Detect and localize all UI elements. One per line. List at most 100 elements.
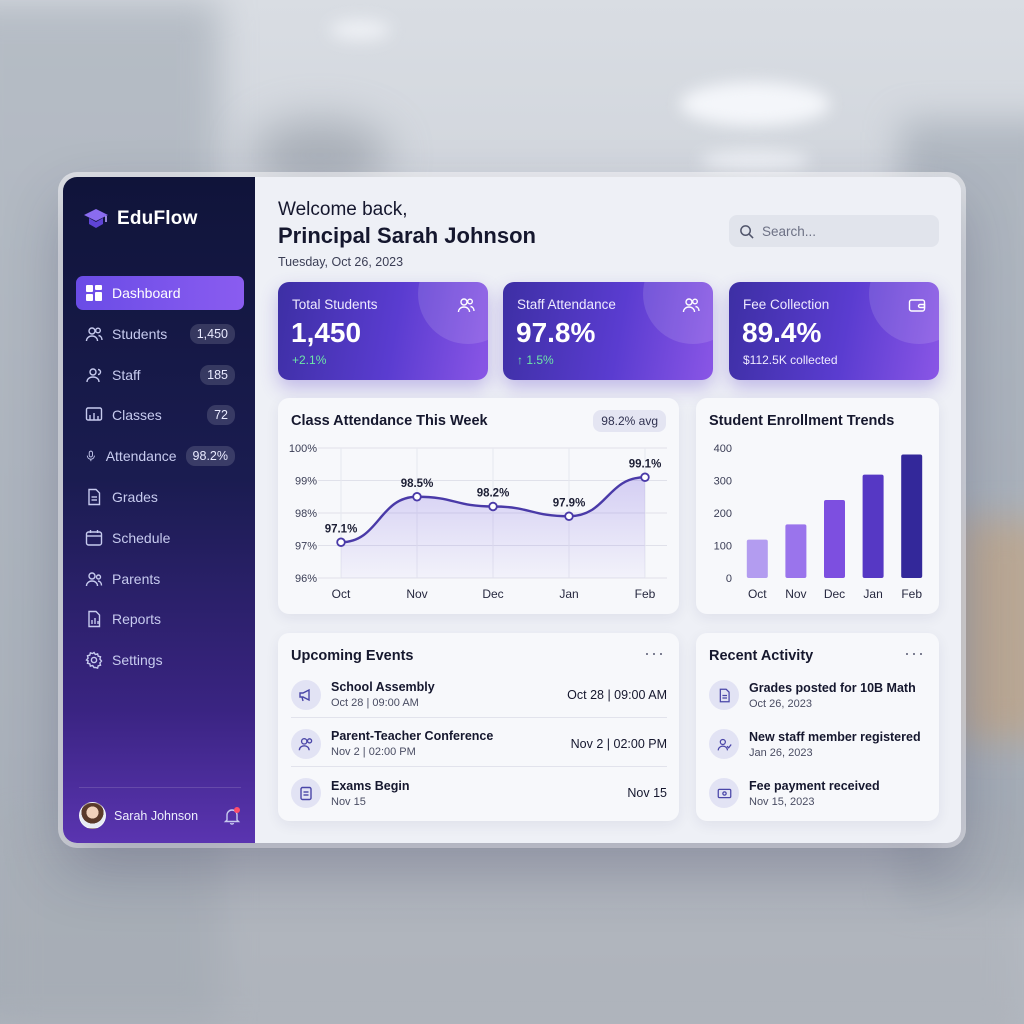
user-profile[interactable]: Sarah Johnson xyxy=(79,787,241,829)
y-tick-label: 400 xyxy=(714,443,732,455)
brand-name: EduFlow xyxy=(117,208,198,230)
sidebar-item-label: Attendance xyxy=(106,448,177,464)
enrollment-bar-chart: 0100200300400OctNovDecJanFeb xyxy=(696,398,939,614)
search-bar[interactable] xyxy=(729,215,939,247)
sidebar-item-classes[interactable]: Classes 72 xyxy=(76,398,244,432)
sidebar-item-label: Staff xyxy=(112,367,191,383)
y-tick-label: 200 xyxy=(714,508,732,520)
event-item[interactable]: Parent-Teacher Conference Nov 2 | 02:00 … xyxy=(291,721,667,767)
bar xyxy=(785,524,806,578)
gear-icon xyxy=(85,651,103,669)
megaphone-icon xyxy=(291,680,321,710)
activity-date: Jan 26, 2023 xyxy=(749,747,929,759)
activity-item[interactable]: Fee payment received Nov 15, 2023 xyxy=(709,770,929,816)
notification-dot xyxy=(234,807,240,813)
sidebar-badge: 185 xyxy=(200,365,235,385)
stat-title: Staff Attendance xyxy=(517,297,616,312)
wallet-icon xyxy=(908,296,926,314)
search-input[interactable] xyxy=(762,224,922,239)
stat-card-total-students[interactable]: Total Students 1,450 +2.1% xyxy=(278,282,488,380)
calendar-icon xyxy=(85,529,103,547)
card-title: Recent Activity xyxy=(709,648,813,664)
event-datetime: Oct 28 | 09:00 AM xyxy=(567,688,667,702)
y-tick-label: 96% xyxy=(295,573,317,585)
sidebar-badge: 1,450 xyxy=(190,324,235,344)
brand[interactable]: EduFlow xyxy=(83,207,198,231)
sidebar-item-schedule[interactable]: Schedule xyxy=(76,521,244,555)
event-subtitle: Nov 2 | 02:00 PM xyxy=(331,746,561,758)
activity-item[interactable]: Grades posted for 10B Math Oct 26, 2023 xyxy=(709,672,929,718)
event-datetime: Nov 15 xyxy=(627,786,667,800)
activity-date: Oct 26, 2023 xyxy=(749,698,929,710)
main-content: Welcome back, Principal Sarah Johnson Tu… xyxy=(255,177,961,843)
stat-value: 97.8% xyxy=(516,317,595,349)
grid-icon xyxy=(85,284,103,302)
sidebar-item-label: Students xyxy=(112,326,181,342)
graduation-cap-icon xyxy=(83,207,109,231)
sidebar-item-students[interactable]: Students 1,450 xyxy=(76,317,244,351)
app-window: EduFlow Dashboard Students 1,450 xyxy=(63,177,961,843)
sidebar-item-reports[interactable]: Reports xyxy=(76,602,244,636)
x-tick-label: Jan xyxy=(863,587,882,601)
current-date: Tuesday, Oct 26, 2023 xyxy=(278,255,536,269)
y-tick-label: 0 xyxy=(726,573,732,585)
attendance-chart-card: Class Attendance This Week 98.2% avg 96%… xyxy=(278,398,679,614)
activity-item[interactable]: New staff member registered Jan 26, 2023 xyxy=(709,721,929,767)
report-icon xyxy=(85,610,103,628)
notifications-button[interactable] xyxy=(223,807,241,825)
data-label: 97.1% xyxy=(325,523,358,535)
event-item[interactable]: Exams Begin Nov 15 Nov 15 xyxy=(291,770,667,816)
stat-title: Total Students xyxy=(292,297,378,312)
sidebar-item-label: Reports xyxy=(112,611,235,627)
sidebar-item-label: Grades xyxy=(112,489,235,505)
sidebar-badge: 72 xyxy=(207,405,235,425)
y-tick-label: 100% xyxy=(289,443,317,455)
sidebar-item-dashboard[interactable]: Dashboard xyxy=(76,276,244,310)
y-tick-label: 97% xyxy=(295,541,317,553)
y-tick-label: 99% xyxy=(295,476,317,488)
microphone-icon xyxy=(85,447,97,465)
event-subtitle: Oct 28 | 09:00 AM xyxy=(331,697,557,709)
stat-subtext: $112.5K collected xyxy=(743,353,838,367)
sidebar: EduFlow Dashboard Students 1,450 xyxy=(63,177,255,843)
data-label: 97.9% xyxy=(553,497,586,509)
x-tick-label: Dec xyxy=(482,587,503,601)
stat-card-fee-collection[interactable]: Fee Collection 89.4% $112.5K collected xyxy=(729,282,939,380)
event-item[interactable]: School Assembly Oct 28 | 09:00 AM Oct 28… xyxy=(291,672,667,718)
data-point xyxy=(641,473,649,481)
user-group-icon xyxy=(85,366,103,384)
sidebar-item-attendance[interactable]: Attendance 98.2% xyxy=(76,439,244,473)
event-subtitle: Nov 15 xyxy=(331,796,617,808)
people-icon xyxy=(291,729,321,759)
avatar[interactable] xyxy=(79,802,106,829)
file-icon xyxy=(709,680,739,710)
clipboard-icon xyxy=(291,778,321,808)
sidebar-item-parents[interactable]: Parents xyxy=(76,562,244,596)
x-tick-label: Dec xyxy=(824,587,845,601)
y-tick-label: 98% xyxy=(295,508,317,520)
x-tick-label: Feb xyxy=(901,587,922,601)
user-name: Sarah Johnson xyxy=(114,809,215,823)
bar xyxy=(901,455,922,579)
user-add-icon xyxy=(709,729,739,759)
sidebar-item-staff[interactable]: Staff 185 xyxy=(76,358,244,392)
stat-card-staff-attendance[interactable]: Staff Attendance 97.8% ↑ 1.5% xyxy=(503,282,713,380)
data-point xyxy=(413,493,421,501)
more-options-button[interactable]: ··· xyxy=(644,643,665,664)
search-icon xyxy=(739,224,754,239)
enrollment-chart-card: Student Enrollment Trends 0100200300400O… xyxy=(696,398,939,614)
x-tick-label: Nov xyxy=(785,587,806,601)
event-title: Parent-Teacher Conference xyxy=(331,729,561,743)
y-tick-label: 100 xyxy=(714,541,732,553)
x-tick-label: Nov xyxy=(406,587,427,601)
event-datetime: Nov 2 | 02:00 PM xyxy=(571,737,667,751)
data-point xyxy=(337,538,345,546)
activity-title: Fee payment received xyxy=(749,779,929,793)
more-options-button[interactable]: ··· xyxy=(904,643,925,664)
bar xyxy=(747,540,768,578)
user-check-icon xyxy=(682,296,700,314)
data-label: 98.2% xyxy=(477,488,510,500)
data-point xyxy=(565,512,573,520)
sidebar-item-grades[interactable]: Grades xyxy=(76,480,244,514)
sidebar-item-settings[interactable]: Settings xyxy=(76,643,244,677)
